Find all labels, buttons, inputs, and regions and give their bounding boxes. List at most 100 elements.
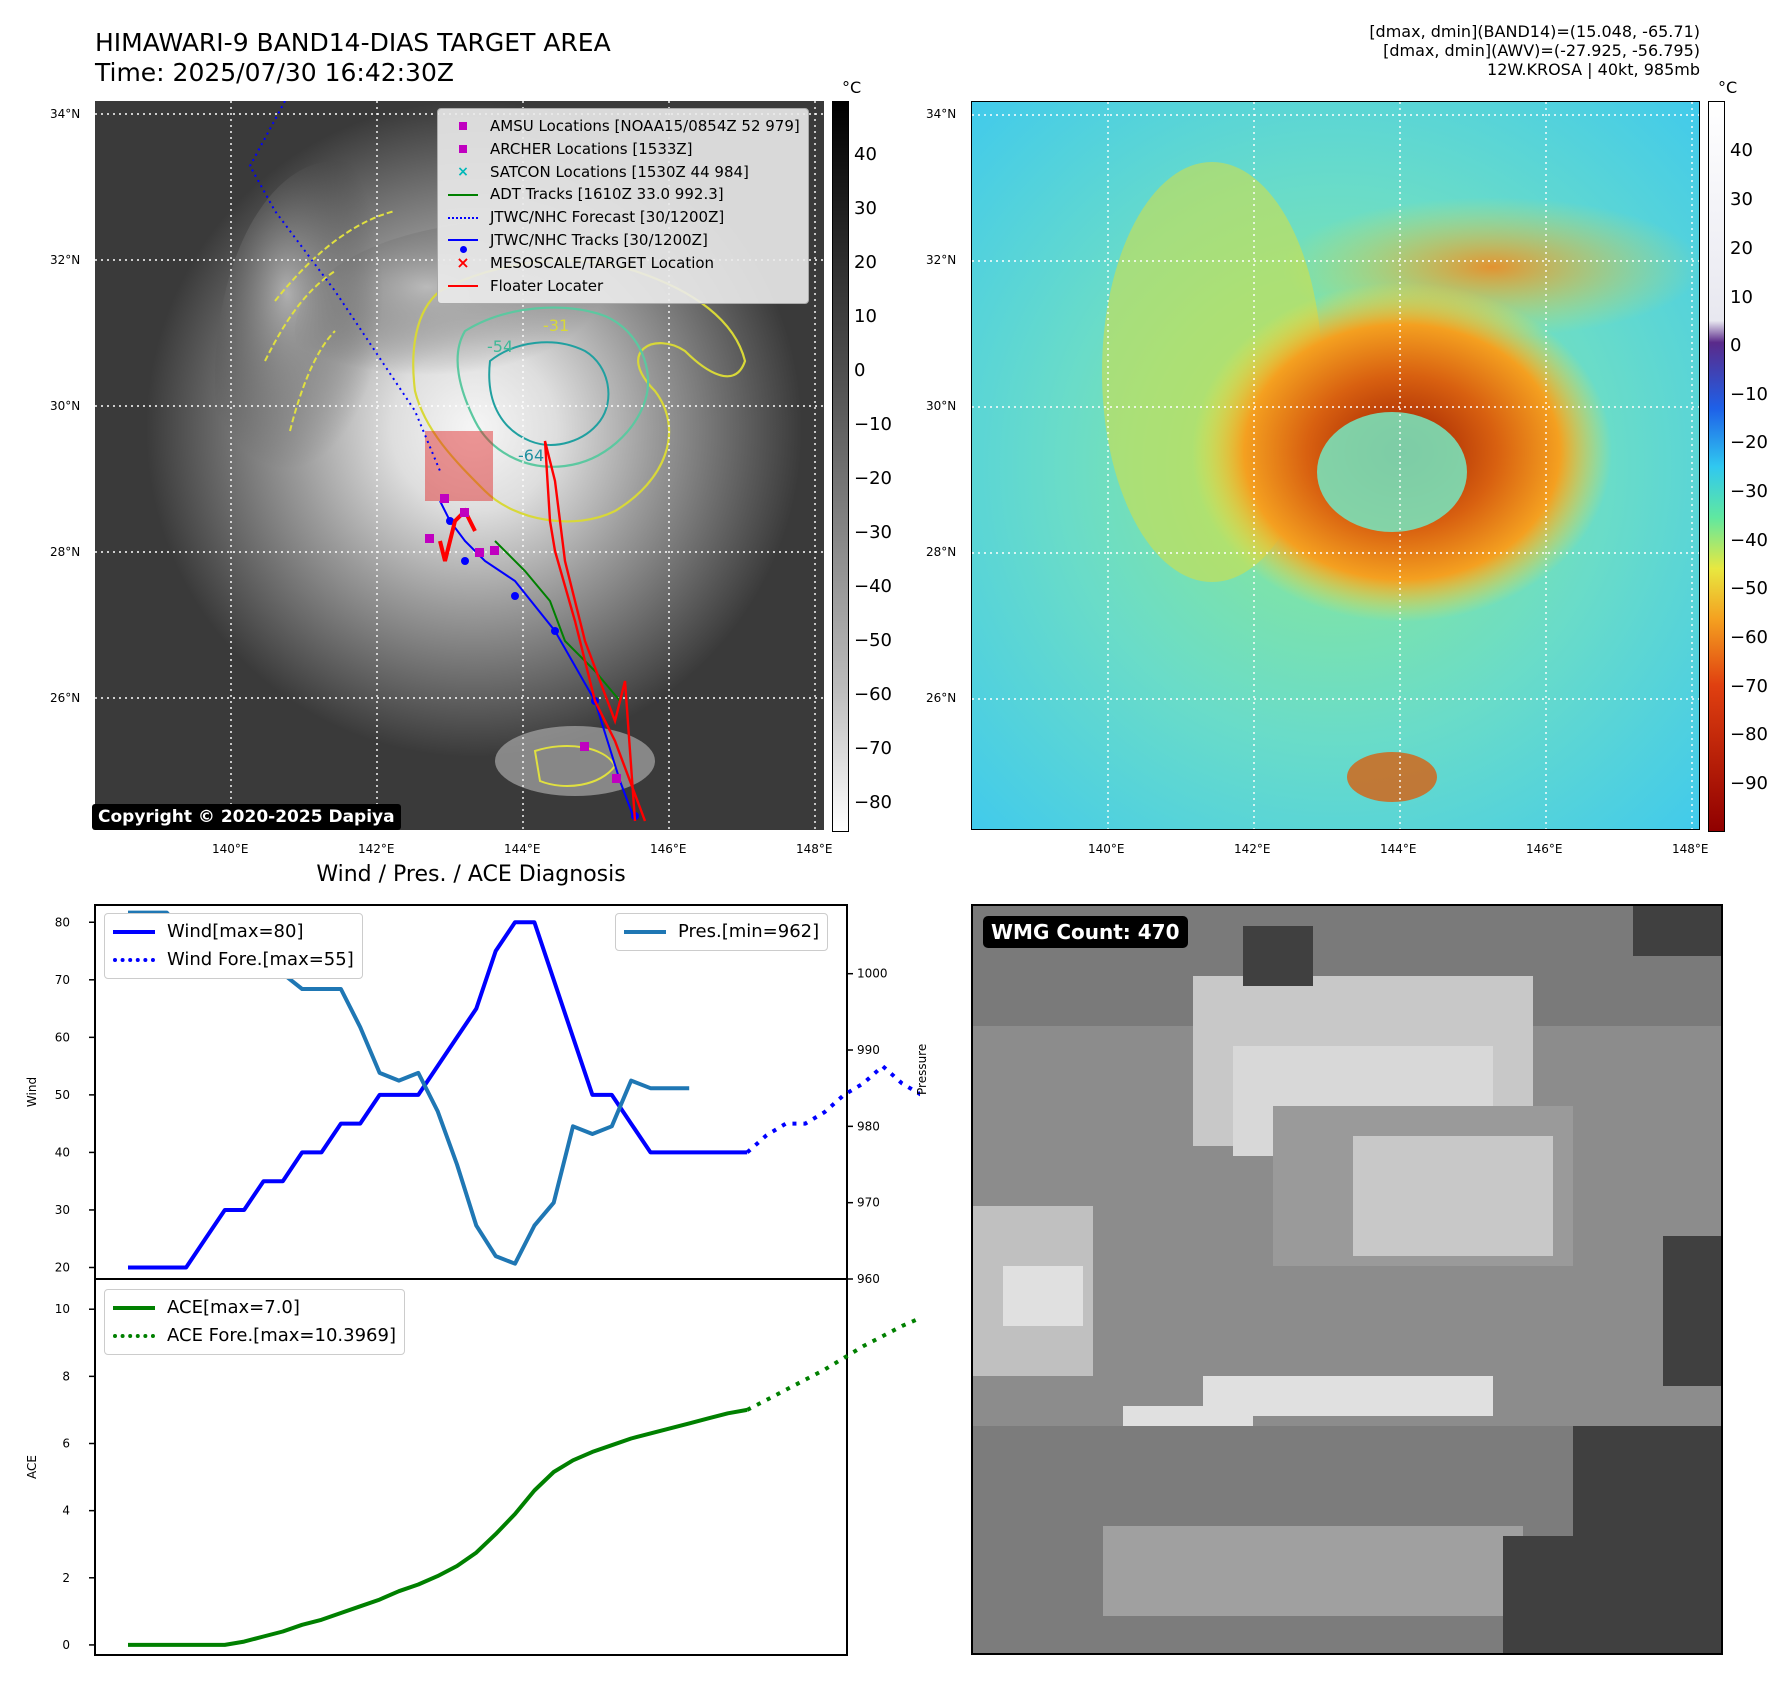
legend-mesoscale-label: MESOSCALE/TARGET Location — [490, 253, 715, 272]
ir-colorbar-tick: 20 — [854, 252, 877, 273]
awv-lat-label: 30°N — [926, 399, 957, 413]
dotted-line-icon — [113, 1334, 155, 1338]
legend-wind-label: Wind[max=80] — [167, 921, 304, 942]
ir-colorbar-tick: 30 — [854, 198, 877, 219]
ir-lon-label: 142°E — [358, 842, 395, 856]
awv-lat-label: 26°N — [926, 691, 957, 705]
legend-floater-label: Floater Locater — [490, 276, 604, 295]
figure-title: HIMAWARI-9 BAND14-DIAS TARGET AREA — [95, 28, 611, 57]
awv-colorbar-tick: 20 — [1730, 238, 1753, 259]
pres-legend: Pres.[min=962] — [615, 913, 829, 951]
awv-lon-label: 142°E — [1234, 842, 1271, 856]
legend-jtwc-tracks-label: JTWC/NHC Tracks [30/1200Z] — [490, 230, 708, 249]
diagnosis-title: Wind / Pres. / ACE Diagnosis — [316, 862, 626, 887]
series-line-1 — [745, 1064, 920, 1154]
figure-stats: [dmax, dmin](BAND14)=(15.048, -65.71) [d… — [1369, 22, 1700, 79]
wind-y-label: Wind — [25, 1077, 39, 1107]
ir-colorbar-tick: −50 — [854, 630, 892, 651]
ir-colorbar-tick: 40 — [854, 144, 877, 165]
pres-y-tick-label: 970 — [857, 1196, 880, 1210]
dotted-line-icon — [113, 958, 155, 962]
wind-y-tick-label: 20 — [55, 1260, 70, 1274]
legend-archer-label: ARCHER Locations [1533Z] — [490, 139, 693, 158]
figure-time: Time: 2025/07/30 16:42:30Z — [95, 58, 454, 87]
legend-pres: Pres.[min=962] — [624, 918, 819, 946]
ir-colorbar-tick: −30 — [854, 522, 892, 543]
contour-64 — [488, 341, 610, 446]
ace-lines — [128, 1316, 920, 1647]
legend-ace: ACE[max=7.0] — [113, 1294, 396, 1322]
awv-colorbar-tick: −90 — [1730, 773, 1768, 794]
solid-line-icon — [113, 930, 155, 934]
awv-colorbar-tick: −40 — [1730, 530, 1768, 551]
awv-colorbar-tick: −50 — [1730, 578, 1768, 599]
awv-colorbar-tick: −10 — [1730, 384, 1768, 405]
awv-lon-label: 146°E — [1526, 842, 1563, 856]
stats-awv: [dmax, dmin](AWV)=(-27.925, -56.795) — [1383, 41, 1700, 60]
ir-colorbar-tick: −80 — [854, 792, 892, 813]
awv-colorbar-tick: 10 — [1730, 287, 1753, 308]
ir-colorbar-tick: 0 — [854, 360, 866, 381]
jtwc-forecast-track — [248, 100, 441, 472]
awv-colorbar-unit: °C — [1718, 78, 1738, 97]
legend-pres-label: Pres.[min=962] — [678, 921, 820, 942]
ace-y-label: ACE — [25, 1455, 39, 1479]
legend-adt: ADT Tracks [1610Z 33.0 992.3] — [446, 183, 800, 206]
legend-wind-fore: Wind Fore.[max=55] — [113, 946, 354, 974]
legend-satcon: × SATCON Locations [1530Z 44 984] — [446, 161, 800, 184]
awv-lon-label: 144°E — [1380, 842, 1417, 856]
pres-y-ticks: 960 970 980 990 1000 — [847, 967, 888, 1286]
dotted-line-icon — [446, 216, 480, 219]
floater-locater — [543, 440, 647, 822]
legend-ace-label: ACE[max=7.0] — [167, 1297, 300, 1318]
awv-gridlines — [972, 102, 1699, 829]
amsu-archer-points — [425, 494, 621, 783]
solid-line-icon — [113, 1306, 155, 1310]
line-marker-icon — [446, 284, 480, 287]
copyright-badge: Copyright © 2020-2025 Dapiya — [92, 804, 401, 830]
ir-lat-label: 26°N — [50, 691, 81, 705]
legend-jtwc-forecast-label: JTWC/NHC Forecast [30/1200Z] — [490, 208, 725, 227]
ace-y-tick-label: 2 — [62, 1571, 70, 1585]
pres-y-tick-label: 1000 — [857, 967, 888, 981]
legend-jtwc-tracks: JTWC/NHC Tracks [30/1200Z] — [446, 229, 800, 254]
ace-y-tick-label: 0 — [62, 1638, 70, 1652]
contour-label-31: -31 — [543, 316, 570, 335]
ace-y-ticks: 0 2 4 6 8 10 — [55, 1302, 95, 1652]
awv-colorbar-tick: −60 — [1730, 627, 1768, 648]
legend-jtwc-forecast: JTWC/NHC Forecast [30/1200Z] — [446, 206, 800, 229]
ir-colorbar-tick: −70 — [854, 738, 892, 759]
awv-lon-label: 148°E — [1672, 842, 1709, 856]
wind-y-ticks: 20 30 40 50 60 70 80 — [55, 915, 95, 1274]
awv-colorbar-tick: 40 — [1730, 140, 1753, 161]
square-marker-icon — [446, 122, 480, 131]
ace-y-tick-label: 6 — [62, 1437, 70, 1451]
awv-map-panel — [971, 101, 1702, 830]
legend-mesoscale: × MESOSCALE/TARGET Location — [446, 252, 800, 275]
wind-y-tick-label: 80 — [55, 915, 70, 929]
awv-colorbar-tick: −30 — [1730, 481, 1768, 502]
x-marker-icon: × — [457, 163, 469, 180]
wind-y-tick-label: 50 — [55, 1088, 70, 1102]
ace-legend: ACE[max=7.0] ACE Fore.[max=10.3969] — [104, 1289, 405, 1355]
legend-amsu-label: AMSU Locations [NOAA15/0854Z 52 979] — [490, 117, 800, 135]
pres-y-tick-label: 990 — [857, 1043, 880, 1057]
ir-lon-label: 146°E — [650, 842, 687, 856]
wind-y-tick-label: 40 — [55, 1145, 70, 1159]
awv-lat-label: 28°N — [926, 545, 957, 559]
ir-lon-label: 148°E — [796, 842, 833, 856]
pres-axis-label: Pressure — [915, 1043, 929, 1095]
ir-lat-label: 28°N — [50, 545, 81, 559]
awv-colorbar-tick: −70 — [1730, 676, 1768, 697]
legend-archer: ARCHER Locations [1533Z] — [446, 138, 800, 161]
awv-map-image — [972, 102, 1702, 829]
legend-floater: Floater Locater — [446, 275, 800, 298]
line-dot-marker-icon — [446, 239, 480, 254]
wmg-panel — [971, 904, 1723, 1655]
ace-y-tick-label: 4 — [62, 1504, 70, 1518]
wind-legend: Wind[max=80] Wind Fore.[max=55] — [104, 913, 363, 979]
ir-lat-label: 30°N — [50, 399, 81, 413]
ace-y-tick-label: 8 — [62, 1369, 70, 1383]
ir-colorbar-tick: −40 — [854, 576, 892, 597]
